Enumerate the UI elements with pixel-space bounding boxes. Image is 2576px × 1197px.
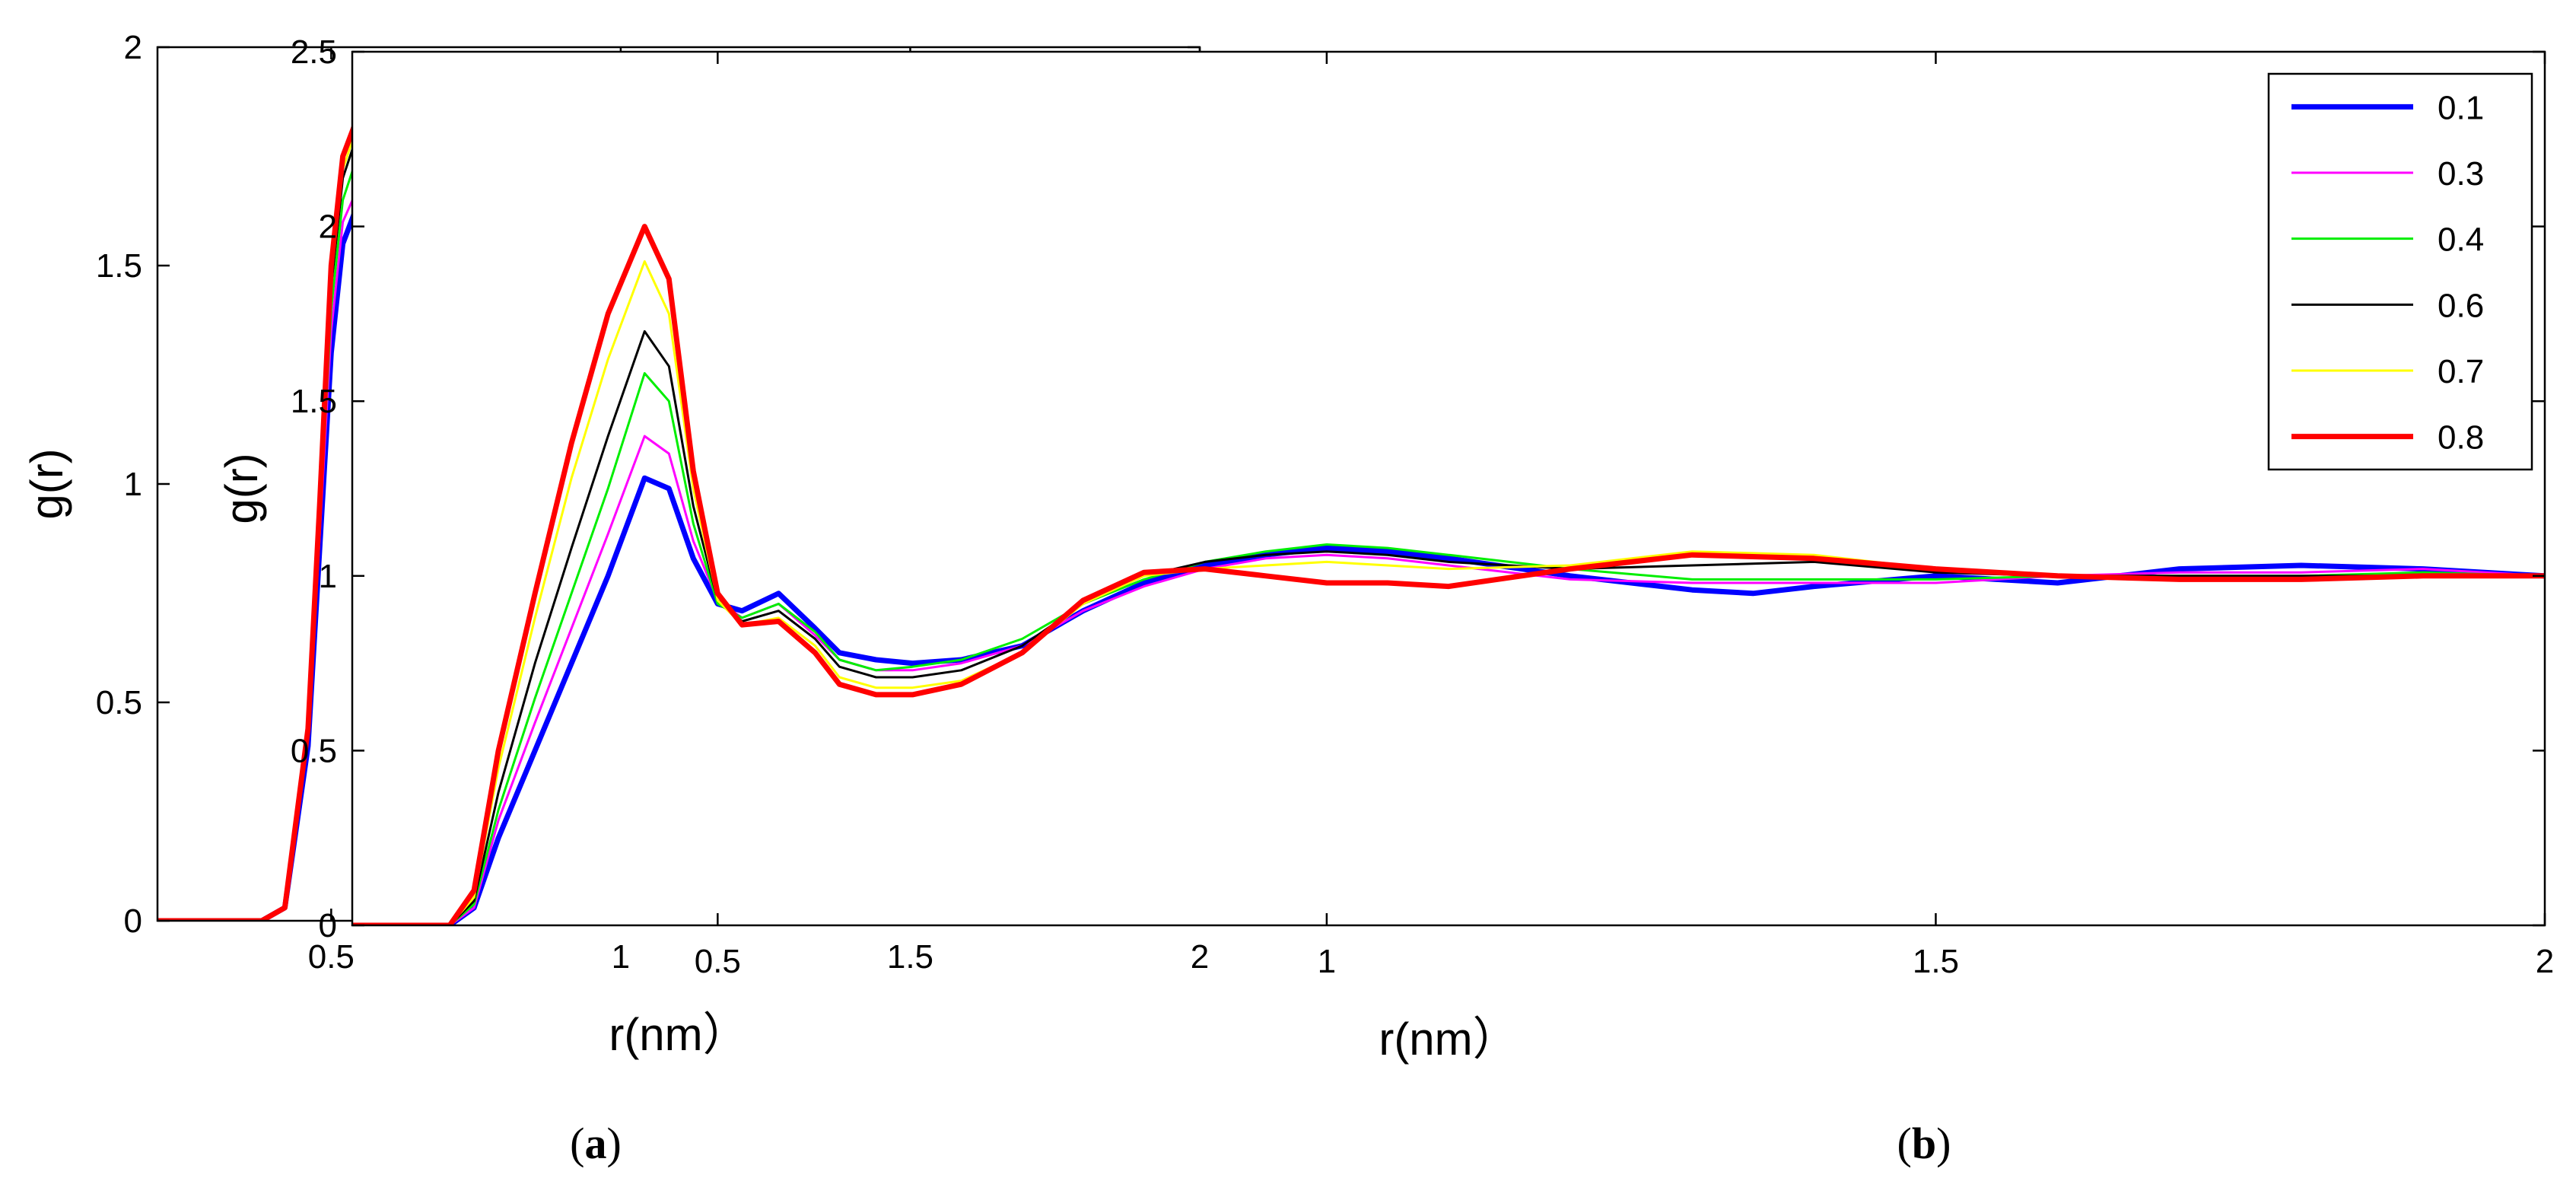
legend-label-0.8: 0.8 [2438,419,2484,457]
y-tick-label: 2 [319,209,337,246]
series-line-0.4 [352,372,2545,925]
y-tick-label: 0 [319,907,337,944]
y-tick-label: 1.5 [96,247,142,285]
legend-label-0.1: 0.1 [2438,89,2484,126]
x-tick-label: 1.5 [1913,943,1959,980]
legend-label-0.3: 0.3 [2438,155,2484,193]
x-axis-label: r(nm） [1379,1014,1518,1065]
y-axis-label: g(r) [216,453,267,524]
series-group [352,224,2545,925]
y-tick-label: 0.5 [96,684,142,721]
series-line-0.6 [352,329,2545,925]
y-tick-label: 0.5 [291,732,337,769]
x-tick-label: 1 [612,938,630,976]
x-tick-label: 2 [1191,938,1209,976]
axes-box [351,50,2546,927]
legend-label-0.6: 0.6 [2438,287,2484,324]
x-tick-label: 0.5 [695,943,741,980]
x-tick-label: 1.5 [887,938,933,976]
legend-label-0.4: 0.4 [2438,221,2484,259]
y-tick-label: 1 [124,466,142,503]
y-axis-label: g(r) [21,448,72,519]
legend-label-0.7: 0.7 [2438,353,2484,390]
legend: 0.1 0.3 0.4 0.6 0.7 0.8 [2267,72,2533,471]
x-axis-label: r(nm） [609,1009,748,1060]
series-line-0.1 [352,475,2545,925]
legend-box [2267,72,2533,471]
y-tick-label: 2 [124,29,142,66]
panel-label-b: (b) [1897,1119,1951,1168]
x-tick-label: 1 [1318,943,1336,980]
y-tick-label: 0 [124,903,142,940]
x-tick-label: 2 [2536,943,2554,980]
x-tick-label: 0.5 [308,938,355,976]
y-tick-label: 2.5 [291,33,337,71]
y-tick-label: 1.5 [291,383,337,420]
chart-panel-b: 0.5 1 1.5 200.511.522.5r(nm）g(r)0.10.30.40.… [216,33,2554,1065]
series-line-0.3 [352,435,2545,925]
plot-area [352,52,2545,925]
y-tick-label: 1 [319,558,337,595]
series-line-0.8 [352,224,2545,925]
panel-label-a: (a) [570,1119,622,1168]
